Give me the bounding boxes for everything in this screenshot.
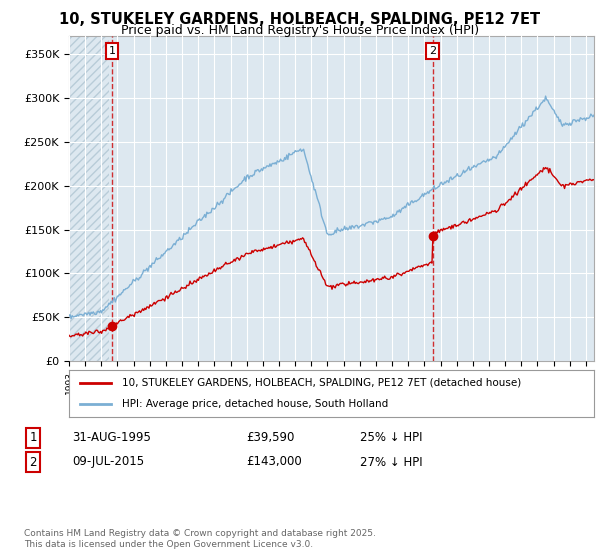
Text: 2: 2 xyxy=(29,455,37,469)
Text: 1: 1 xyxy=(109,46,116,56)
Text: 1: 1 xyxy=(29,431,37,445)
Text: 09-JUL-2015: 09-JUL-2015 xyxy=(72,455,144,469)
Text: 2: 2 xyxy=(429,46,436,56)
Text: 25% ↓ HPI: 25% ↓ HPI xyxy=(360,431,422,445)
Text: £39,590: £39,590 xyxy=(246,431,295,445)
Text: £143,000: £143,000 xyxy=(246,455,302,469)
Bar xyxy=(69,36,109,361)
Text: HPI: Average price, detached house, South Holland: HPI: Average price, detached house, Sout… xyxy=(121,399,388,409)
Text: Contains HM Land Registry data © Crown copyright and database right 2025.
This d: Contains HM Land Registry data © Crown c… xyxy=(24,529,376,549)
Text: 27% ↓ HPI: 27% ↓ HPI xyxy=(360,455,422,469)
Text: 31-AUG-1995: 31-AUG-1995 xyxy=(72,431,151,445)
Text: Price paid vs. HM Land Registry's House Price Index (HPI): Price paid vs. HM Land Registry's House … xyxy=(121,24,479,36)
Text: 10, STUKELEY GARDENS, HOLBEACH, SPALDING, PE12 7ET (detached house): 10, STUKELEY GARDENS, HOLBEACH, SPALDING… xyxy=(121,378,521,388)
Text: 10, STUKELEY GARDENS, HOLBEACH, SPALDING, PE12 7ET: 10, STUKELEY GARDENS, HOLBEACH, SPALDING… xyxy=(59,12,541,27)
